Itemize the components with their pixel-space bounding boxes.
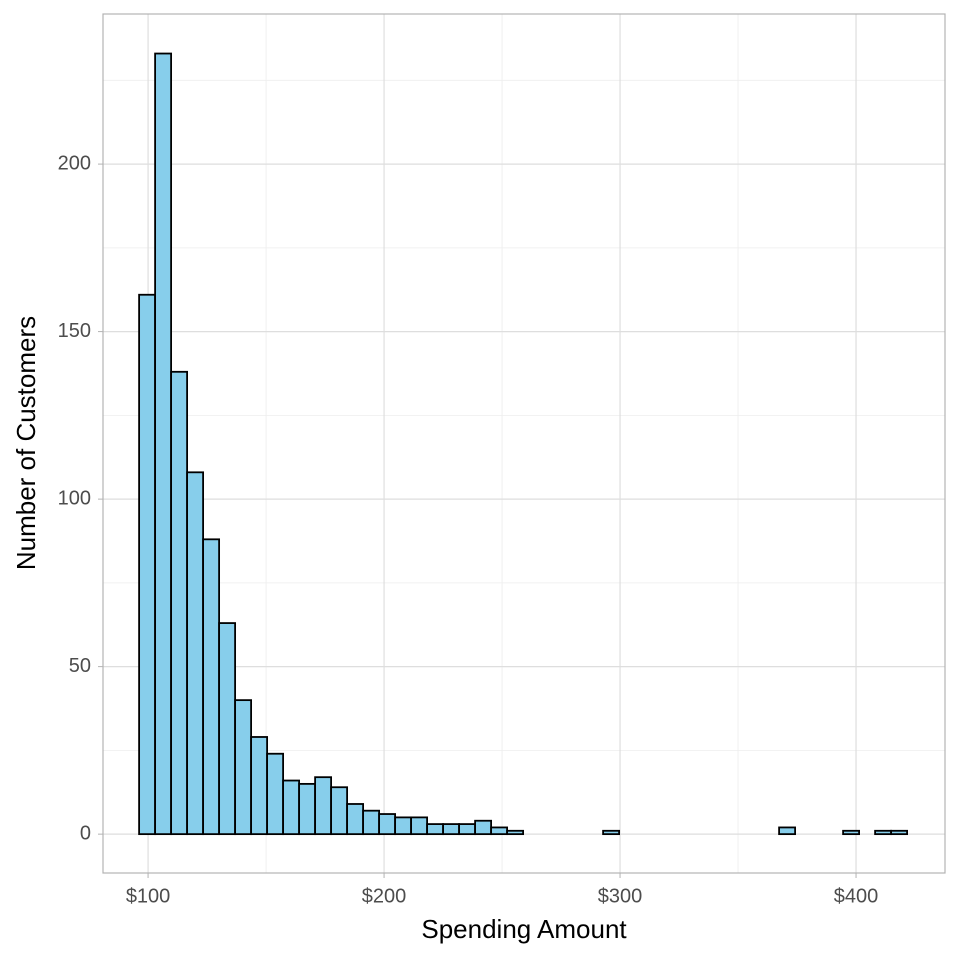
y-axis-label: Number of Customers xyxy=(11,316,41,570)
bar xyxy=(426,823,445,836)
bar xyxy=(506,829,525,836)
bar xyxy=(170,370,189,836)
bar xyxy=(778,826,797,836)
x-tick-label: $200 xyxy=(362,885,407,907)
bar xyxy=(154,52,173,836)
y-tick-label: 150 xyxy=(58,320,91,342)
bar xyxy=(298,782,317,836)
bar xyxy=(218,622,237,836)
bar xyxy=(346,803,365,836)
panel-border xyxy=(102,13,946,874)
x-axis-label: Spending Amount xyxy=(421,914,627,944)
bar xyxy=(138,293,157,836)
x-tick-label: $100 xyxy=(126,885,171,907)
bar xyxy=(330,786,349,836)
bar xyxy=(378,813,397,836)
bar xyxy=(874,829,893,836)
bar xyxy=(250,736,269,836)
bars xyxy=(138,52,909,836)
bar xyxy=(314,776,333,836)
bar xyxy=(362,809,381,836)
bar xyxy=(458,823,477,836)
y-tick-label: 0 xyxy=(80,822,91,844)
grid xyxy=(103,14,945,873)
bar xyxy=(890,829,909,836)
bar xyxy=(186,471,205,836)
y-tick-label: 100 xyxy=(58,487,91,509)
bar xyxy=(490,826,509,836)
bar xyxy=(442,823,461,836)
y-tick-label: 50 xyxy=(69,655,91,677)
bar xyxy=(266,752,285,836)
bar xyxy=(474,819,493,836)
bar xyxy=(282,779,301,836)
bar xyxy=(410,816,429,836)
bar xyxy=(842,829,861,836)
bar xyxy=(602,829,621,836)
bar xyxy=(234,699,253,836)
x-tick-label: $300 xyxy=(598,885,643,907)
bar xyxy=(202,538,221,836)
x-tick-label: $400 xyxy=(834,885,879,907)
bar xyxy=(394,816,413,836)
y-tick-label: 200 xyxy=(58,152,91,174)
